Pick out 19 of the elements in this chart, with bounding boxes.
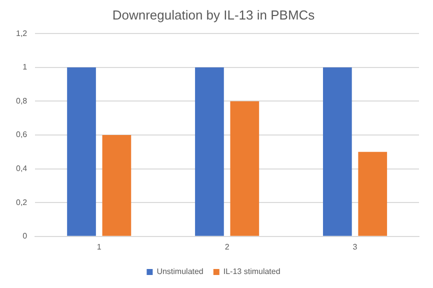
y-tick-label: 0,2 xyxy=(16,198,28,207)
bar xyxy=(195,67,224,236)
legend-label: Unstimulated xyxy=(156,267,204,276)
x-tick-label: 1 xyxy=(96,242,102,252)
y-tick-label: 1,2 xyxy=(16,28,28,38)
chart-title: Downregulation by IL-13 in PBMCs xyxy=(112,7,316,22)
x-tick-label: 3 xyxy=(352,242,358,252)
bar xyxy=(323,67,352,236)
y-tick-label: 0,8 xyxy=(16,96,28,106)
y-tick-label: 0,4 xyxy=(16,164,28,174)
bar xyxy=(102,135,132,236)
x-tick-label: 2 xyxy=(224,242,230,252)
bar xyxy=(230,101,260,236)
bar xyxy=(67,67,96,236)
y-tick-label: 0,6 xyxy=(16,130,28,140)
legend-label: IL-13 stimulated xyxy=(223,267,280,276)
bar xyxy=(358,152,388,236)
y-tick-label: 0 xyxy=(22,232,28,241)
y-tick-label: 1 xyxy=(22,62,28,72)
